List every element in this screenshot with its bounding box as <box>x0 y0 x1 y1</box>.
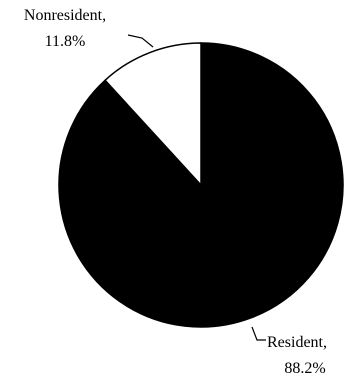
pie-slices <box>58 42 344 328</box>
resident-leader-line <box>251 326 266 341</box>
nonresident-slice <box>104 42 202 187</box>
nonresident-label: Nonresident, <box>24 7 106 24</box>
resident-label: Resident, <box>267 334 327 351</box>
nonresident-leader-line <box>127 34 154 48</box>
nonresident-value: 11.8% <box>45 33 86 50</box>
resident-value: 88.2% <box>284 360 325 377</box>
